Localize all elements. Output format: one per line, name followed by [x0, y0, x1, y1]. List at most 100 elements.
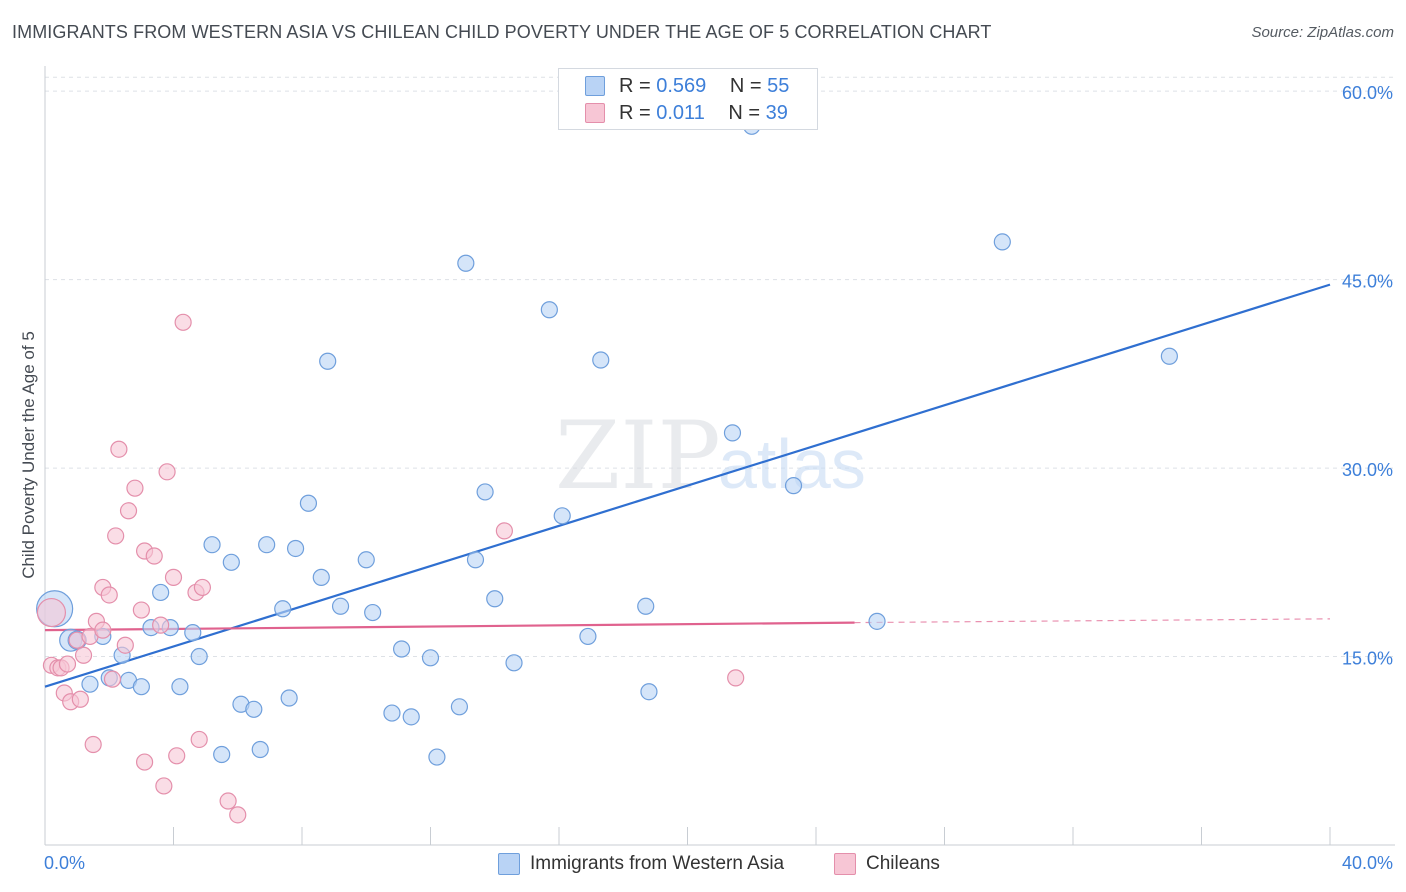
chileans-point — [152, 616, 170, 634]
chileans-point — [126, 479, 144, 497]
chileans-point — [229, 806, 247, 824]
chileans-trendline — [44, 621, 855, 632]
western-asia-point — [540, 301, 558, 319]
chileans-point — [74, 646, 93, 664]
correlation-legend: R = 0.569 N = 55 R = 0.011 N = 39 — [558, 68, 818, 130]
label-layer: 15.0% 30.0% 45.0% 60.0% 0.0% 40.0% — [44, 83, 1393, 873]
chileans-point — [145, 547, 163, 565]
chileans-point — [36, 597, 67, 628]
grid-layer — [45, 76, 1395, 658]
western-asia-point — [331, 597, 350, 615]
western-asia-point — [299, 494, 318, 512]
legend-r-value: 0.569 — [656, 74, 707, 97]
bottom-legend-swatch-blue — [498, 853, 520, 875]
chileans-point — [103, 670, 122, 688]
legend-n-value: 55 — [767, 74, 790, 97]
y-tick-label: 30.0% — [1342, 460, 1393, 480]
western-asia-point — [184, 624, 202, 642]
western-asia-point — [258, 536, 276, 554]
western-asia-point — [357, 551, 375, 569]
western-asia-point — [505, 654, 523, 672]
chileans-point — [190, 730, 208, 749]
western-asia-point — [222, 553, 240, 571]
western-asia-point — [152, 583, 170, 602]
western-asia-point — [319, 352, 337, 370]
bottom-legend-label-western-asia: Immigrants from Western Asia — [530, 853, 785, 874]
western-asia-point — [640, 683, 658, 701]
chileans-point — [219, 792, 237, 810]
western-asia-point — [592, 351, 610, 369]
legend-n-label: N = — [729, 74, 762, 97]
chileans-point — [116, 636, 134, 654]
western-asia-point — [450, 698, 469, 716]
western-asia-point — [553, 507, 571, 525]
bottom-legend-western-asia: Immigrants from Western Asia — [498, 850, 784, 878]
western-asia-point — [245, 700, 263, 718]
western-asia-point — [132, 678, 150, 696]
western-asia-point — [784, 477, 803, 495]
chileans-point — [58, 655, 77, 673]
points-layer — [36, 117, 1178, 824]
legend-n-value: 39 — [765, 101, 788, 124]
western-asia-point — [637, 597, 655, 615]
chileans-point — [71, 690, 89, 708]
legend-text-chileans: R = 0.011 N = 39 — [619, 102, 788, 125]
y-tick-label: 45.0% — [1342, 272, 1393, 292]
western-asia-point — [81, 675, 99, 693]
source-credit: Source: ZipAtlas.com — [1251, 24, 1394, 41]
western-asia-point — [392, 640, 411, 658]
chart-title: IMMIGRANTS FROM WESTERN ASIA VS CHILEAN … — [12, 22, 992, 42]
chileans-point — [168, 747, 186, 765]
chileans-point — [107, 527, 125, 545]
western-asia-point — [466, 551, 485, 569]
chileans-point — [135, 753, 154, 771]
western-asia-trendline — [44, 283, 1331, 688]
chileans-point — [84, 735, 102, 754]
western-asia-point — [190, 647, 208, 666]
bottom-legend-swatch-pink — [834, 853, 856, 875]
western-asia-point — [723, 424, 742, 442]
legend-r-label: R = — [619, 101, 651, 124]
western-asia-point — [251, 740, 269, 759]
watermark-zip: ZIP — [555, 402, 721, 511]
chileans-point — [158, 463, 176, 481]
y-tick-label: 15.0% — [1342, 649, 1393, 669]
chileans-point — [94, 621, 112, 639]
chileans-point — [164, 568, 183, 586]
western-asia-point — [993, 233, 1011, 251]
chileans-point — [119, 502, 138, 520]
chileans-point — [110, 440, 128, 458]
western-asia-point — [274, 600, 292, 618]
western-asia-point — [428, 748, 446, 766]
western-asia-point — [171, 678, 189, 696]
western-asia-point — [457, 254, 475, 272]
x-tick-label-max: 40.0% — [1342, 853, 1393, 873]
western-asia-point — [286, 539, 305, 558]
chileans-point — [174, 313, 192, 331]
western-asia-point — [213, 745, 231, 764]
western-asia-point — [421, 649, 440, 667]
chileans-point — [100, 586, 118, 604]
legend-r-label: R = — [619, 74, 651, 97]
western-asia-point — [1160, 347, 1178, 365]
western-asia-point — [402, 708, 420, 726]
y-tick-label: 60.0% — [1342, 83, 1393, 103]
western-asia-point — [579, 627, 597, 646]
legend-r-value: 0.011 — [656, 101, 705, 124]
x-tick-label-min: 0.0% — [44, 853, 85, 873]
legend-n-label: N = — [728, 101, 761, 124]
chileans-point — [132, 601, 150, 619]
western-asia-point — [364, 603, 382, 622]
legend-swatch-blue — [585, 76, 605, 96]
western-asia-point — [280, 689, 298, 707]
western-asia-point — [486, 590, 504, 608]
chileans-point — [193, 578, 212, 597]
chileans-point — [155, 777, 173, 795]
bottom-legend-chileans: Chileans — [834, 850, 940, 878]
legend-text-western-asia: R = 0.569 N = 55 — [619, 75, 789, 98]
legend-swatch-pink — [585, 103, 605, 123]
western-asia-point — [312, 568, 330, 586]
western-asia-point — [868, 612, 886, 630]
chileans-point — [727, 669, 745, 687]
